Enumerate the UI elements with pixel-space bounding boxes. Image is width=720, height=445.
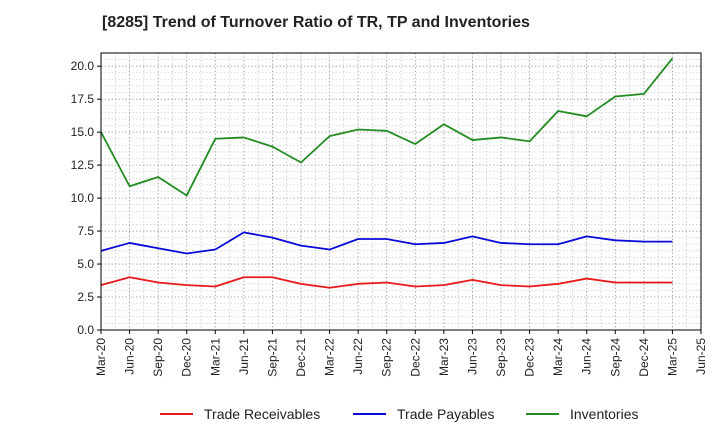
x-tick-label: Dec-23 (523, 338, 537, 377)
x-tick-label: Jun-21 (237, 338, 251, 375)
y-axis: 0.0 2.5 5.0 7.5 10.0 12.5 15.0 17.5 20.0 (71, 59, 101, 337)
x-tick-label: Mar-22 (323, 338, 337, 376)
legend-label: Trade Payables (397, 406, 495, 422)
x-tick-label: Dec-20 (180, 338, 194, 377)
x-tick-label: Mar-20 (94, 338, 108, 376)
y-tick-label: 10.0 (71, 191, 95, 205)
legend-label: Inventories (570, 406, 638, 422)
x-tick-label: Dec-22 (408, 338, 422, 377)
series-lines (100, 57, 674, 289)
y-tick-label: 17.5 (71, 92, 95, 106)
x-tick-label: Mar-25 (665, 338, 679, 376)
series-line-trade-payables (100, 231, 673, 255)
x-tick-label: Jun-24 (580, 338, 594, 375)
legend-label: Trade Receivables (204, 406, 320, 422)
x-tick-label: Jun-25 (694, 338, 708, 375)
series-line-trade-receivables (100, 276, 673, 289)
grid-lines (100, 52, 702, 330)
x-tick-label: Mar-24 (551, 338, 565, 376)
x-tick-label: Dec-24 (637, 338, 651, 377)
x-tick-label: Mar-21 (208, 338, 222, 376)
x-tick-label: Sep-22 (380, 338, 394, 377)
x-tick-label: Sep-24 (608, 338, 622, 377)
x-axis: Mar-20 Jun-20 Sep-20 Dec-20 Mar-21 Jun-21 Sep-… (94, 330, 708, 377)
x-tick-label: Jun-20 (123, 338, 137, 375)
y-tick-label: 5.0 (77, 257, 94, 271)
y-tick-label: 15.0 (71, 125, 95, 139)
series-line-inventories (100, 57, 674, 197)
plot-frame (100, 52, 702, 331)
x-tick-label: Dec-21 (294, 338, 308, 377)
x-tick-label: Sep-23 (494, 338, 508, 377)
y-tick-label: 20.0 (71, 59, 95, 73)
x-tick-label: Sep-21 (265, 338, 279, 377)
x-tick-label: Sep-20 (151, 338, 165, 377)
y-tick-label: 0.0 (77, 323, 94, 337)
y-tick-label: 2.5 (77, 290, 94, 304)
chart-title: [8285] Trend of Turnover Ratio of TR, TP… (102, 14, 530, 31)
x-tick-label: Jun-23 (465, 338, 479, 375)
y-tick-label: 7.5 (77, 224, 94, 238)
x-tick-label: Mar-23 (437, 338, 451, 376)
x-tick-label: Jun-22 (351, 338, 365, 375)
legend: Trade Receivables Trade Payables Inventori… (160, 406, 638, 422)
y-tick-label: 12.5 (71, 158, 95, 172)
